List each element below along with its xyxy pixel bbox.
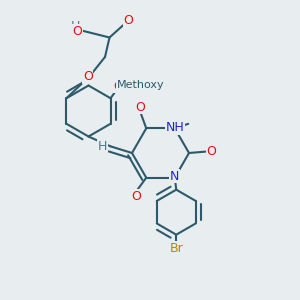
Text: O: O (124, 14, 133, 28)
Text: O: O (131, 190, 141, 203)
Text: O: O (135, 101, 145, 114)
Text: N: N (170, 170, 179, 183)
Text: Methoxy: Methoxy (117, 80, 164, 90)
Text: H: H (70, 20, 80, 34)
Text: O: O (207, 145, 216, 158)
Text: O: O (83, 70, 93, 83)
Text: NH: NH (166, 121, 185, 134)
Text: H: H (98, 140, 107, 153)
Text: Br: Br (169, 242, 183, 255)
Text: O: O (114, 80, 124, 93)
Text: O: O (73, 25, 82, 38)
